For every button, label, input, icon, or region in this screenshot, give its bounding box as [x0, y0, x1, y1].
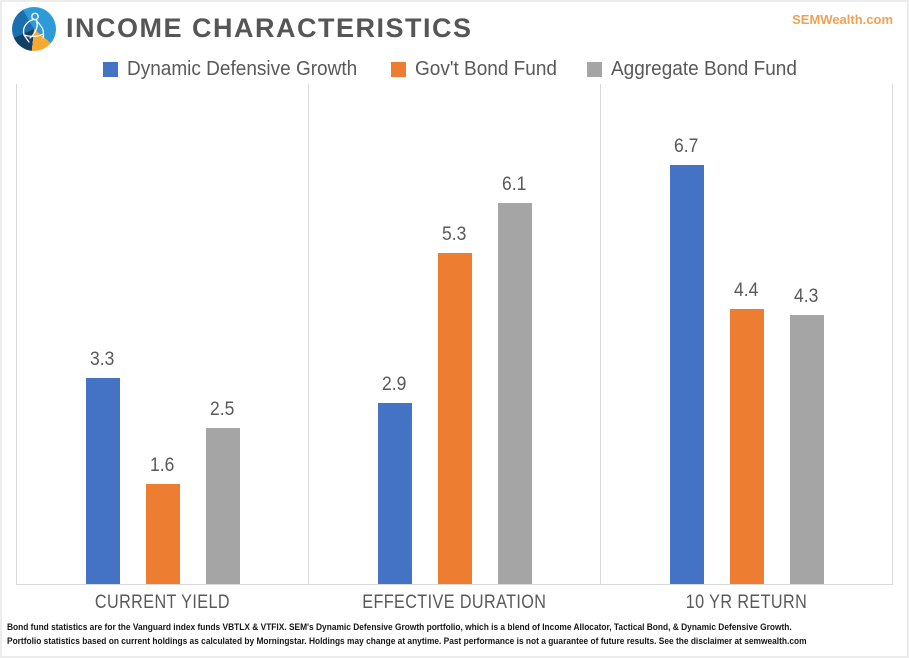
bar: [145, 484, 180, 584]
legend-label: Gov't Bond Fund: [415, 57, 558, 80]
bar: [85, 377, 120, 584]
bar: [205, 427, 240, 584]
bar: [789, 315, 824, 584]
chart-panel-2: 2.9 5.3 6.1: [308, 84, 600, 584]
bar-group-item: 2.9: [377, 84, 412, 584]
sem-logo-icon: [12, 7, 56, 51]
legend-swatch-icon: [102, 61, 118, 77]
header: INCOME CHARACTERISTICS SEMWealth.com: [2, 2, 907, 54]
bar-group-item: 1.6: [145, 84, 180, 584]
website-link[interactable]: SEMWealth.com: [792, 12, 893, 27]
bar-value-label: 4.4: [734, 280, 759, 301]
page-title: INCOME CHARACTERISTICS: [66, 13, 473, 43]
category-label-text: 10 YR RETURN: [686, 592, 808, 613]
category-label: EFFECTIVE DURATION: [308, 585, 600, 618]
bar: [437, 252, 472, 584]
category-label: CURRENT YIELD: [16, 585, 308, 618]
legend-label: Dynamic Defensive Growth: [126, 57, 357, 80]
bar: [729, 309, 764, 584]
bar-value-label: 2.9: [382, 373, 407, 395]
bar-group-item: 6.7: [669, 84, 704, 584]
legend-swatch-icon: [586, 61, 602, 77]
legend-item-1: Dynamic Defensive Growth: [102, 57, 369, 81]
chart-panel-3: 6.7 4.4 4.3: [600, 84, 893, 584]
plot-area: 3.3 1.6 2.5 2.9 5.3 6.1 6.7 4.4 4.3: [16, 84, 893, 585]
bar-group-item: 4.3: [789, 84, 824, 584]
bar-value-label: 6.7: [674, 136, 699, 158]
legend-item-3: Aggregate Bond Fund: [586, 57, 807, 81]
bar: [377, 402, 412, 584]
disclaimer-line-1: Bond fund statistics are for the Vanguar…: [7, 622, 792, 633]
category-label: 10 YR RETURN: [601, 585, 893, 618]
bar-value-label: 2.5: [210, 398, 235, 420]
bar-value-label: 3.3: [90, 348, 115, 370]
chart-panel-1: 3.3 1.6 2.5: [16, 84, 308, 584]
bar-group-item: 6.1: [497, 84, 532, 584]
bar-group-item: 5.3: [437, 84, 472, 584]
bar-value-label: 5.3: [442, 223, 467, 245]
chart-legend: Dynamic Defensive Growth Gov't Bond Fund A…: [2, 54, 907, 84]
bar-value-label: 4.3: [794, 286, 819, 308]
legend-swatch-icon: [391, 61, 407, 77]
legend-item-2: Gov't Bond Fund: [391, 58, 564, 81]
bar-value-label: 6.1: [502, 173, 527, 195]
bar-group-item: 2.5: [205, 84, 240, 584]
category-label-text: CURRENT YIELD: [94, 592, 230, 613]
bar: [497, 202, 532, 584]
bar-group-item: 3.3: [85, 84, 120, 584]
bar-group-item: 4.4: [729, 84, 764, 584]
category-axis: CURRENT YIELD EFFECTIVE DURATION 10 YR RET…: [16, 585, 893, 618]
category-label-text: EFFECTIVE DURATION: [362, 592, 547, 613]
legend-label: Aggregate Bond Fund: [610, 57, 797, 80]
bar-value-label: 1.6: [150, 455, 175, 476]
disclaimer: Bond fund statistics are for the Vanguar…: [2, 618, 907, 649]
bar: [669, 165, 704, 584]
disclaimer-line-2: Portfolio statistics based on current ho…: [7, 636, 807, 647]
